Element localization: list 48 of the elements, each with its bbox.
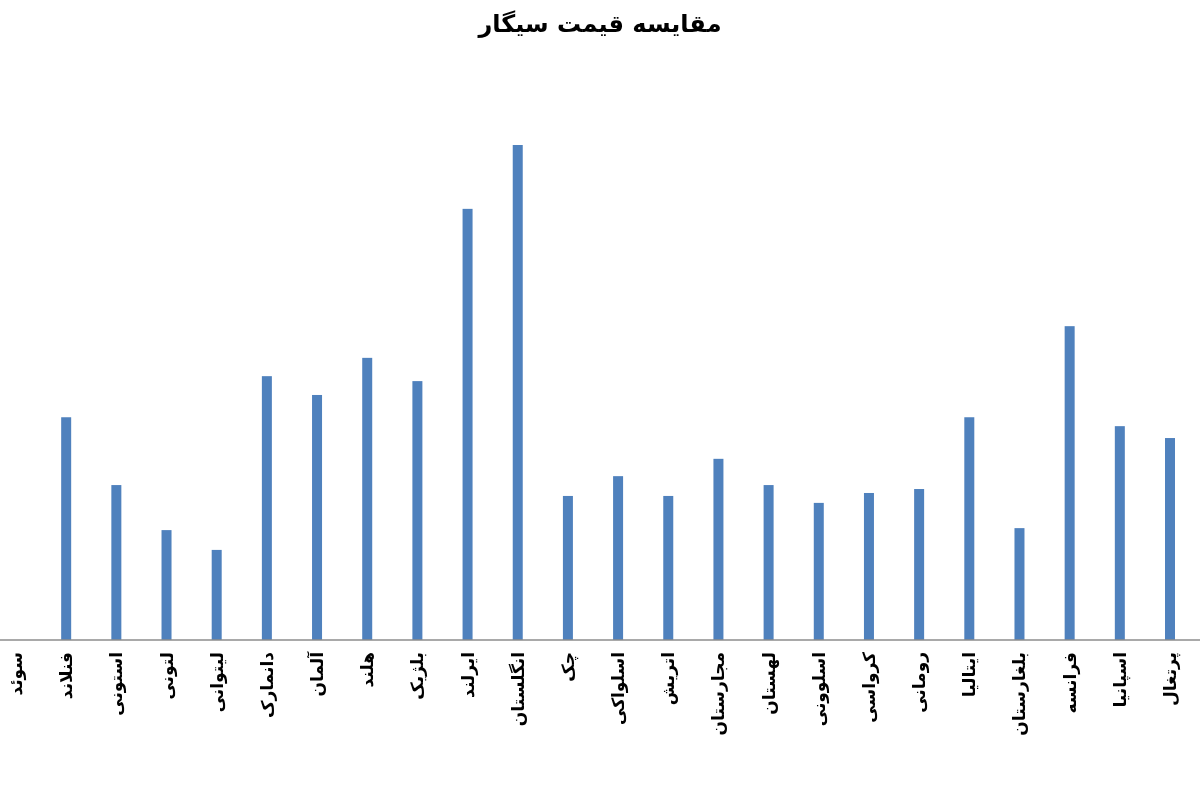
- x-tick-label: مجارستان: [708, 652, 729, 736]
- bar: [1114, 426, 1125, 640]
- x-tick-label: لیتوانی: [206, 652, 228, 713]
- x-tick-label: انگلستان: [507, 652, 528, 727]
- x-tick-label: چک: [557, 652, 579, 682]
- bar: [914, 489, 925, 640]
- x-tick-label: سوئد: [6, 652, 27, 696]
- bar: [964, 417, 975, 640]
- x-tick-label: لهستان: [758, 652, 780, 715]
- bar: [663, 495, 674, 640]
- x-tick-label: هلند: [357, 652, 378, 688]
- bar: [412, 381, 423, 640]
- bar: [61, 417, 72, 640]
- bar: [512, 145, 523, 640]
- x-tick-label: اتریش: [658, 652, 680, 706]
- x-tick-label: اسلوونی: [808, 652, 830, 727]
- bar: [813, 502, 824, 640]
- x-tick-label: اسپانیا: [1109, 652, 1131, 708]
- x-tick-label: ایرلند: [457, 652, 479, 698]
- x-tick-label: ایتالیا: [959, 652, 980, 698]
- x-tick-label: رومانی: [909, 652, 931, 713]
- bar: [1064, 326, 1075, 640]
- bar: [362, 357, 373, 640]
- bar: [613, 476, 624, 640]
- bar: [713, 458, 724, 640]
- x-tick-label: دانمارک: [256, 651, 277, 718]
- chart-title: مقایسه قیمت سیگار: [477, 10, 722, 38]
- bar: [111, 485, 122, 640]
- x-tick-label: بلژیک: [407, 652, 429, 700]
- x-tick-label: فنلاند: [56, 652, 77, 700]
- bar: [261, 376, 272, 640]
- x-tick-label: کرواسی: [858, 651, 880, 723]
- x-tick-label: آلمان: [306, 650, 328, 697]
- bar: [1014, 528, 1025, 640]
- x-tick-label: بلغارستان: [1009, 652, 1030, 736]
- bar: [462, 208, 473, 640]
- x-tick-label: استونی: [106, 652, 128, 716]
- bar: [211, 549, 222, 640]
- x-tick-label: پرتغال: [1160, 652, 1181, 707]
- bar: [312, 394, 323, 640]
- x-tick-label: فرانسه: [1059, 652, 1081, 714]
- bar: [763, 485, 774, 640]
- bar: [863, 492, 874, 640]
- bar: [1165, 438, 1175, 640]
- bar: [562, 495, 573, 640]
- bar: [161, 530, 172, 640]
- x-tick-label: لتونی: [156, 652, 178, 700]
- x-tick-label: اسلواکی: [608, 652, 630, 726]
